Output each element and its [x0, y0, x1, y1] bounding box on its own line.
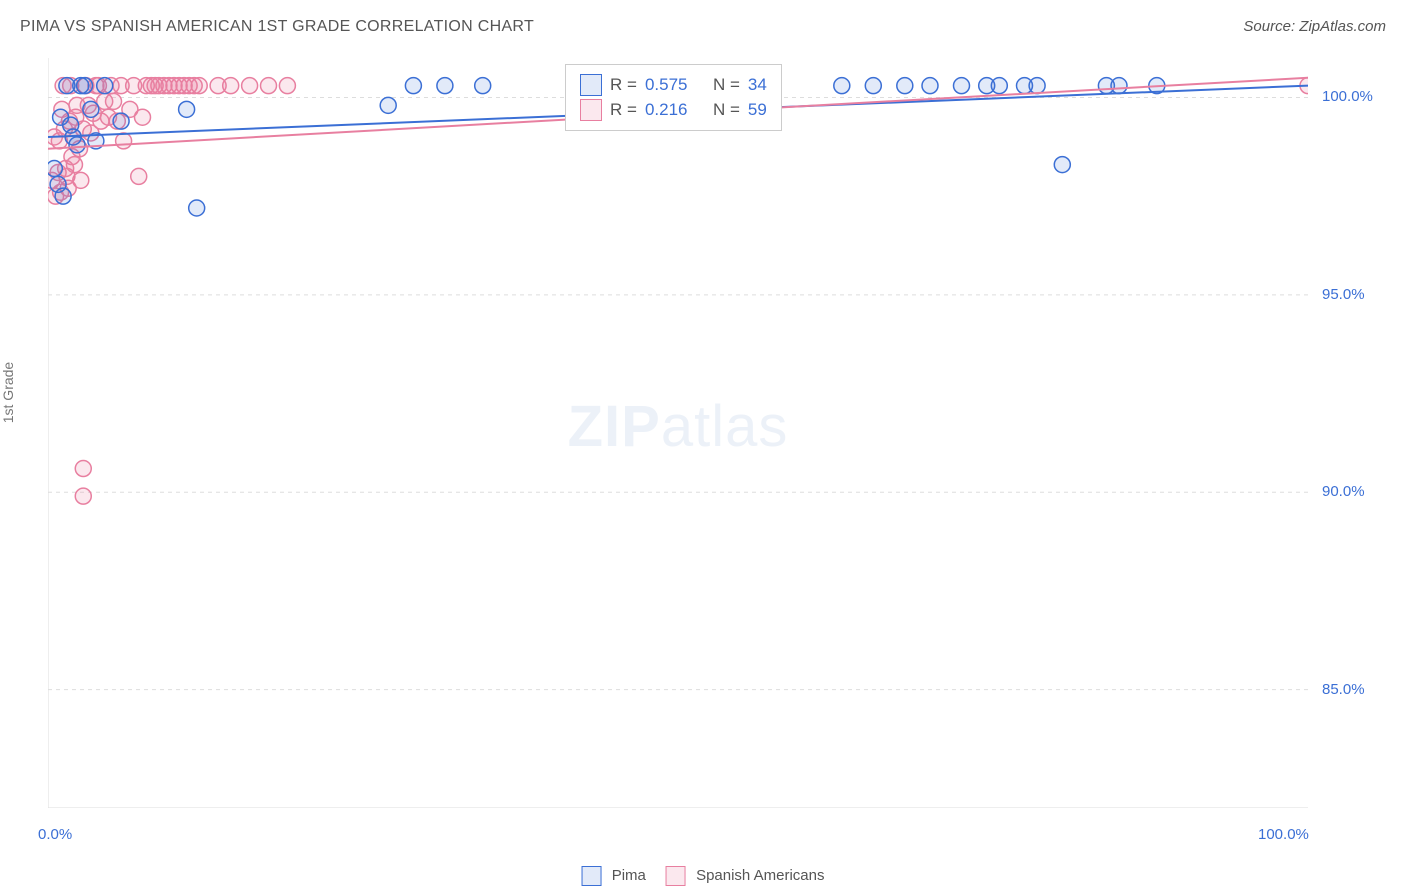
y-tick-label: 85.0% [1322, 681, 1365, 698]
stats-row-pima: R = 0.575 N = 34 [580, 74, 767, 96]
plot-area: ZIPatlas [48, 58, 1308, 808]
source-note: Source: ZipAtlas.com [1243, 18, 1386, 35]
source-text: ZipAtlas.com [1299, 18, 1386, 35]
x-tick-label: 100.0% [1258, 826, 1309, 843]
legend-item-spanish: Spanish Americans [666, 866, 825, 886]
y-tick-label: 95.0% [1322, 286, 1365, 303]
spanish-r-value: 0.216 [645, 100, 688, 120]
spanish-legend-label: Spanish Americans [696, 867, 824, 884]
x-tick-label: 0.0% [38, 826, 72, 843]
bottom-legend: Pima Spanish Americans [582, 866, 825, 886]
y-axis-label: 1st Grade [0, 362, 16, 423]
pima-r-value: 0.575 [645, 75, 688, 95]
y-tick-label: 90.0% [1322, 483, 1365, 500]
chart-title: PIMA VS SPANISH AMERICAN 1ST GRADE CORRE… [20, 18, 534, 36]
source-prefix: Source: [1243, 18, 1299, 35]
pima-n-value: 34 [748, 75, 767, 95]
y-tick-label: 100.0% [1322, 88, 1373, 105]
r-label: R = [610, 100, 637, 120]
r-label: R = [610, 75, 637, 95]
stats-row-spanish: R = 0.216 N = 59 [580, 99, 767, 121]
n-label: N = [713, 75, 740, 95]
n-label: N = [713, 100, 740, 120]
spanish-n-value: 59 [748, 100, 767, 120]
pima-legend-swatch-icon [582, 866, 602, 886]
spanish-legend-swatch-icon [666, 866, 686, 886]
pima-swatch-icon [580, 74, 602, 96]
pima-legend-label: Pima [612, 867, 646, 884]
scatter-chart-svg [48, 58, 1308, 808]
spanish-swatch-icon [580, 99, 602, 121]
correlation-stats-box: R = 0.575 N = 34 R = 0.216 N = 59 [565, 64, 782, 131]
legend-item-pima: Pima [582, 866, 646, 886]
